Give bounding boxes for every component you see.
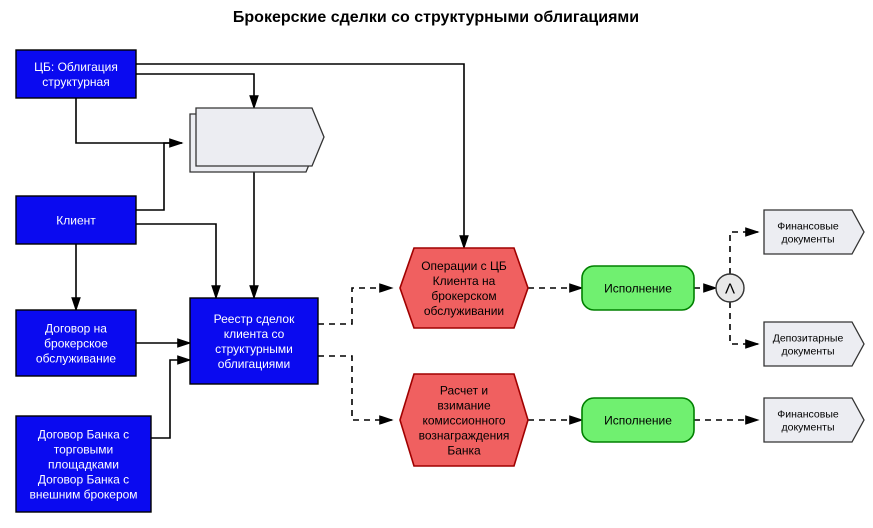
node-sec-label-0: ЦБ: Облигация [34, 60, 118, 74]
edge-sec-svu [136, 74, 254, 108]
node-contract-label-0: Договор на [45, 322, 107, 336]
node-calc-label-0: Расчет и [440, 384, 488, 398]
node-registry-label-2: структурными [215, 342, 293, 356]
node-exec1: Исполнение [582, 266, 694, 310]
node-bankctr-label-0: Договор Банка с [38, 428, 129, 442]
diagram-title: Брокерские сделки со структурными облига… [233, 9, 639, 26]
node-sec: ЦБ: Облигацияструктурная [16, 50, 136, 98]
flowchart-canvas: Брокерские сделки со структурными облига… [0, 0, 873, 528]
node-depo-label-0: Депозитарные [773, 332, 844, 344]
node-bankctr-label-4: внешним брокером [29, 488, 137, 502]
node-sec-label-1: структурная [42, 75, 109, 89]
node-fin2-label-1: документы [781, 422, 834, 434]
node-ops-label-0: Операции с ЦБ [421, 259, 507, 273]
edge-bankctr-registry [151, 360, 190, 438]
node-depo-label-1: документы [781, 346, 834, 358]
node-calc-label-3: вознаграждения [419, 429, 510, 443]
edge-registry-ops [318, 288, 392, 324]
node-ops-label-1: Клиента на [433, 274, 496, 288]
node-contract-label-2: обслуживание [36, 352, 117, 366]
edge-and-fin1 [730, 232, 758, 274]
node-bankctr-label-1: торговыми [54, 443, 113, 457]
edge-registry-calc [318, 356, 392, 420]
node-registry-label-3: облигациями [218, 357, 291, 371]
node-exec2: Исполнение [582, 398, 694, 442]
node-client-label-0: Клиент [56, 214, 96, 228]
node-and: Λ [716, 274, 744, 302]
edge-client-registry [136, 224, 216, 298]
node-and-label-0: Λ [725, 281, 735, 298]
node-ops: Операции с ЦБКлиента наброкерскомобслужи… [400, 248, 528, 328]
node-fin1: Финансовые документы [764, 210, 864, 254]
node-fin1-label-0: Финансовые [777, 220, 839, 232]
node-exec2-label-0: Исполнение [604, 414, 672, 428]
node-ops-label-3: обслуживании [424, 304, 504, 318]
edge-and-depo [730, 302, 758, 344]
node-contract-label-1: брокерское [44, 337, 108, 351]
node-bankctr-label-3: Договор Банка с [38, 473, 129, 487]
node-bankctr-label-2: площадками [48, 458, 119, 472]
node-bankctr: Договор Банка сторговымиплощадкамиДогово… [16, 416, 151, 512]
node-calc-label-1: взимание [437, 399, 491, 413]
edge-sec-svu [76, 98, 182, 143]
node-registry-label-1: клиента со [224, 327, 285, 341]
node-registry-label-0: Реестр сделок [214, 312, 295, 326]
node-calc: Расчет ивзиманиекомиссионноговознагражде… [400, 374, 528, 466]
edge-client-svu [136, 143, 182, 210]
node-fin2: Финансовые документы [764, 398, 864, 442]
node-calc-label-2: комиссионного [422, 414, 505, 428]
node-contract: Договор наброкерскоеобслуживание [16, 310, 136, 376]
node-fin2-label-0: Финансовые [777, 408, 839, 420]
node-client: Клиент [16, 196, 136, 244]
node-depo: Депозитарные документы [764, 322, 864, 366]
node-exec1-label-0: Исполнение [604, 282, 672, 296]
node-registry: Реестр сделокклиента соструктурнымиоблиг… [190, 298, 318, 384]
node-fin1-label-1: документы [781, 234, 834, 246]
node-ops-label-2: брокерском [431, 289, 496, 303]
node-calc-label-4: Банка [447, 444, 481, 458]
